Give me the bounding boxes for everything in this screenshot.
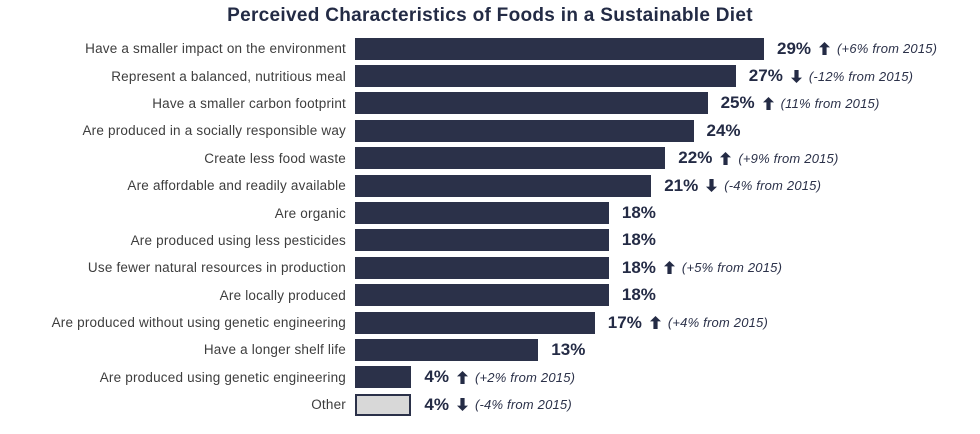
trend-up-icon [649, 316, 661, 330]
bar [355, 256, 609, 279]
bar [355, 119, 694, 142]
category-label: Have a longer shelf life [203, 342, 346, 358]
category-label: Create less food waste [204, 150, 346, 166]
category-label: Are produced in a socially responsible w… [82, 123, 346, 139]
value-label: 21% [664, 175, 699, 195]
bar [355, 202, 609, 225]
value-label: 18% [621, 203, 656, 223]
trend-down-icon [706, 179, 718, 193]
trend-down-icon [456, 398, 468, 412]
trend-up-icon [663, 261, 675, 275]
value-label: 18% [621, 285, 656, 305]
chart-row: Are produced using genetic engineering 4… [0, 364, 980, 391]
value-label: 24% [706, 120, 741, 140]
category-label: Are affordable and readily available [127, 178, 346, 194]
bar [355, 174, 652, 197]
category-label: Other [311, 397, 346, 413]
chart-row: Other 4% (-4% from 2015) [0, 391, 980, 418]
bar [355, 147, 666, 170]
category-label: Use fewer natural resources in productio… [87, 260, 346, 276]
change-annotation: (+4% from 2015) [667, 315, 769, 331]
value-label: 4% [424, 394, 449, 414]
trend-up-icon [456, 370, 468, 384]
chart-row: Are produced using less pesticides 18% [0, 227, 980, 254]
value-label: 22% [678, 148, 713, 168]
change-annotation: (+5% from 2015) [681, 260, 783, 276]
category-label: Are organic [274, 205, 346, 221]
chart-row: Are produced without using genetic engin… [0, 309, 980, 336]
category-label: Represent a balanced, nutritious meal [111, 68, 346, 84]
chart-row: Are organic 18% [0, 199, 980, 226]
category-label: Have a smaller impact on the environment [85, 41, 346, 57]
chart-rows: Have a smaller impact on the environment… [0, 35, 980, 418]
chart-row: Are affordable and readily available 21%… [0, 172, 980, 199]
value-label: 18% [621, 257, 656, 277]
chart-row: Represent a balanced, nutritious meal 27… [0, 62, 980, 89]
trend-up-icon [819, 42, 831, 56]
change-annotation: (-4% from 2015) [724, 178, 822, 194]
chart-row: Create less food waste 22% (+9% from 201… [0, 145, 980, 172]
bar [355, 284, 609, 307]
category-label: Are locally produced [219, 287, 346, 303]
chart-row: Have a smaller impact on the environment… [0, 35, 980, 62]
chart-row: Are produced in a socially responsible w… [0, 117, 980, 144]
change-annotation: (+9% from 2015) [738, 150, 839, 166]
value-label: 27% [748, 66, 783, 86]
value-label: 13% [551, 339, 586, 359]
change-annotation: (+2% from 2015) [474, 369, 576, 385]
bar [355, 229, 609, 252]
chart-title: Perceived Characteristics of Foods in a … [227, 5, 753, 26]
category-label: Are produced using less pesticides [130, 232, 346, 248]
change-annotation: (-12% from 2015) [808, 68, 914, 84]
bar [355, 92, 708, 115]
chart-row: Are locally produced 18% [0, 282, 980, 309]
value-label: 25% [720, 93, 755, 113]
trend-down-icon [790, 69, 802, 83]
bar [355, 393, 412, 416]
bar [355, 311, 595, 334]
chart-row: Use fewer natural resources in productio… [0, 254, 980, 281]
category-label: Are produced using genetic engineering [99, 369, 346, 385]
chart-row: Have a smaller carbon footprint 25% (11%… [0, 90, 980, 117]
bar [355, 37, 764, 60]
bar [355, 65, 736, 88]
trend-up-icon [720, 151, 732, 165]
category-label: Have a smaller carbon footprint [152, 95, 346, 111]
change-annotation: (+6% from 2015) [837, 41, 938, 57]
bar [355, 338, 539, 361]
change-annotation: (-4% from 2015) [474, 397, 572, 413]
category-label: Are produced without using genetic engin… [51, 315, 346, 331]
bar [355, 366, 412, 389]
change-annotation: (11% from 2015) [780, 95, 880, 111]
chart-row: Have a longer shelf life 13% [0, 336, 980, 363]
value-label: 4% [424, 367, 449, 387]
value-label: 17% [607, 312, 642, 332]
value-label: 29% [777, 38, 812, 58]
trend-up-icon [762, 96, 774, 110]
value-label: 18% [621, 230, 656, 250]
